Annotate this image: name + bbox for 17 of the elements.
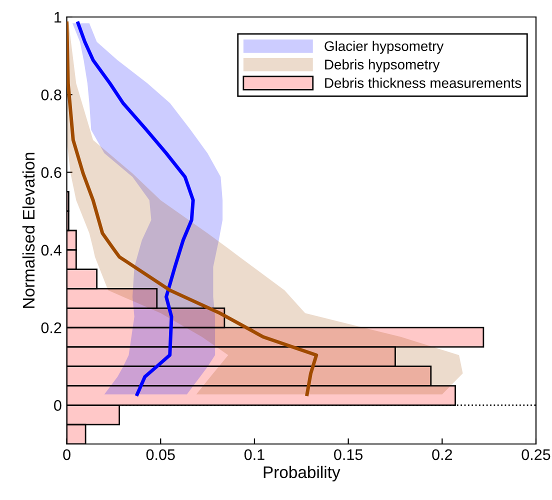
y-axis-title: Normalised Elevation [22,152,35,308]
x-tick-label: 0.2 [432,449,452,460]
x-axis-title: Probability [264,466,340,482]
y-tick-label: 1 [54,12,62,23]
y-tick-label: 0.2 [41,322,62,334]
x-tick-label: 0 [63,449,70,460]
x-tick-label: 0.1 [244,449,264,460]
legend-label: Debris hypsometry [325,59,440,72]
x-tick-label: 0.05 [146,449,175,460]
legend-label: Glacier hypsometry [324,40,444,54]
x-tick-label: 0.15 [334,449,363,460]
y-tick-label: 0.6 [41,167,62,178]
x-tick-label: 0.25 [522,449,550,460]
legend-label: Debris thickness measurements [325,78,522,88]
y-tick-label: 0.4 [41,244,62,256]
y-tick-label: 0 [54,400,62,411]
y-tick-label: 0.8 [41,90,62,100]
